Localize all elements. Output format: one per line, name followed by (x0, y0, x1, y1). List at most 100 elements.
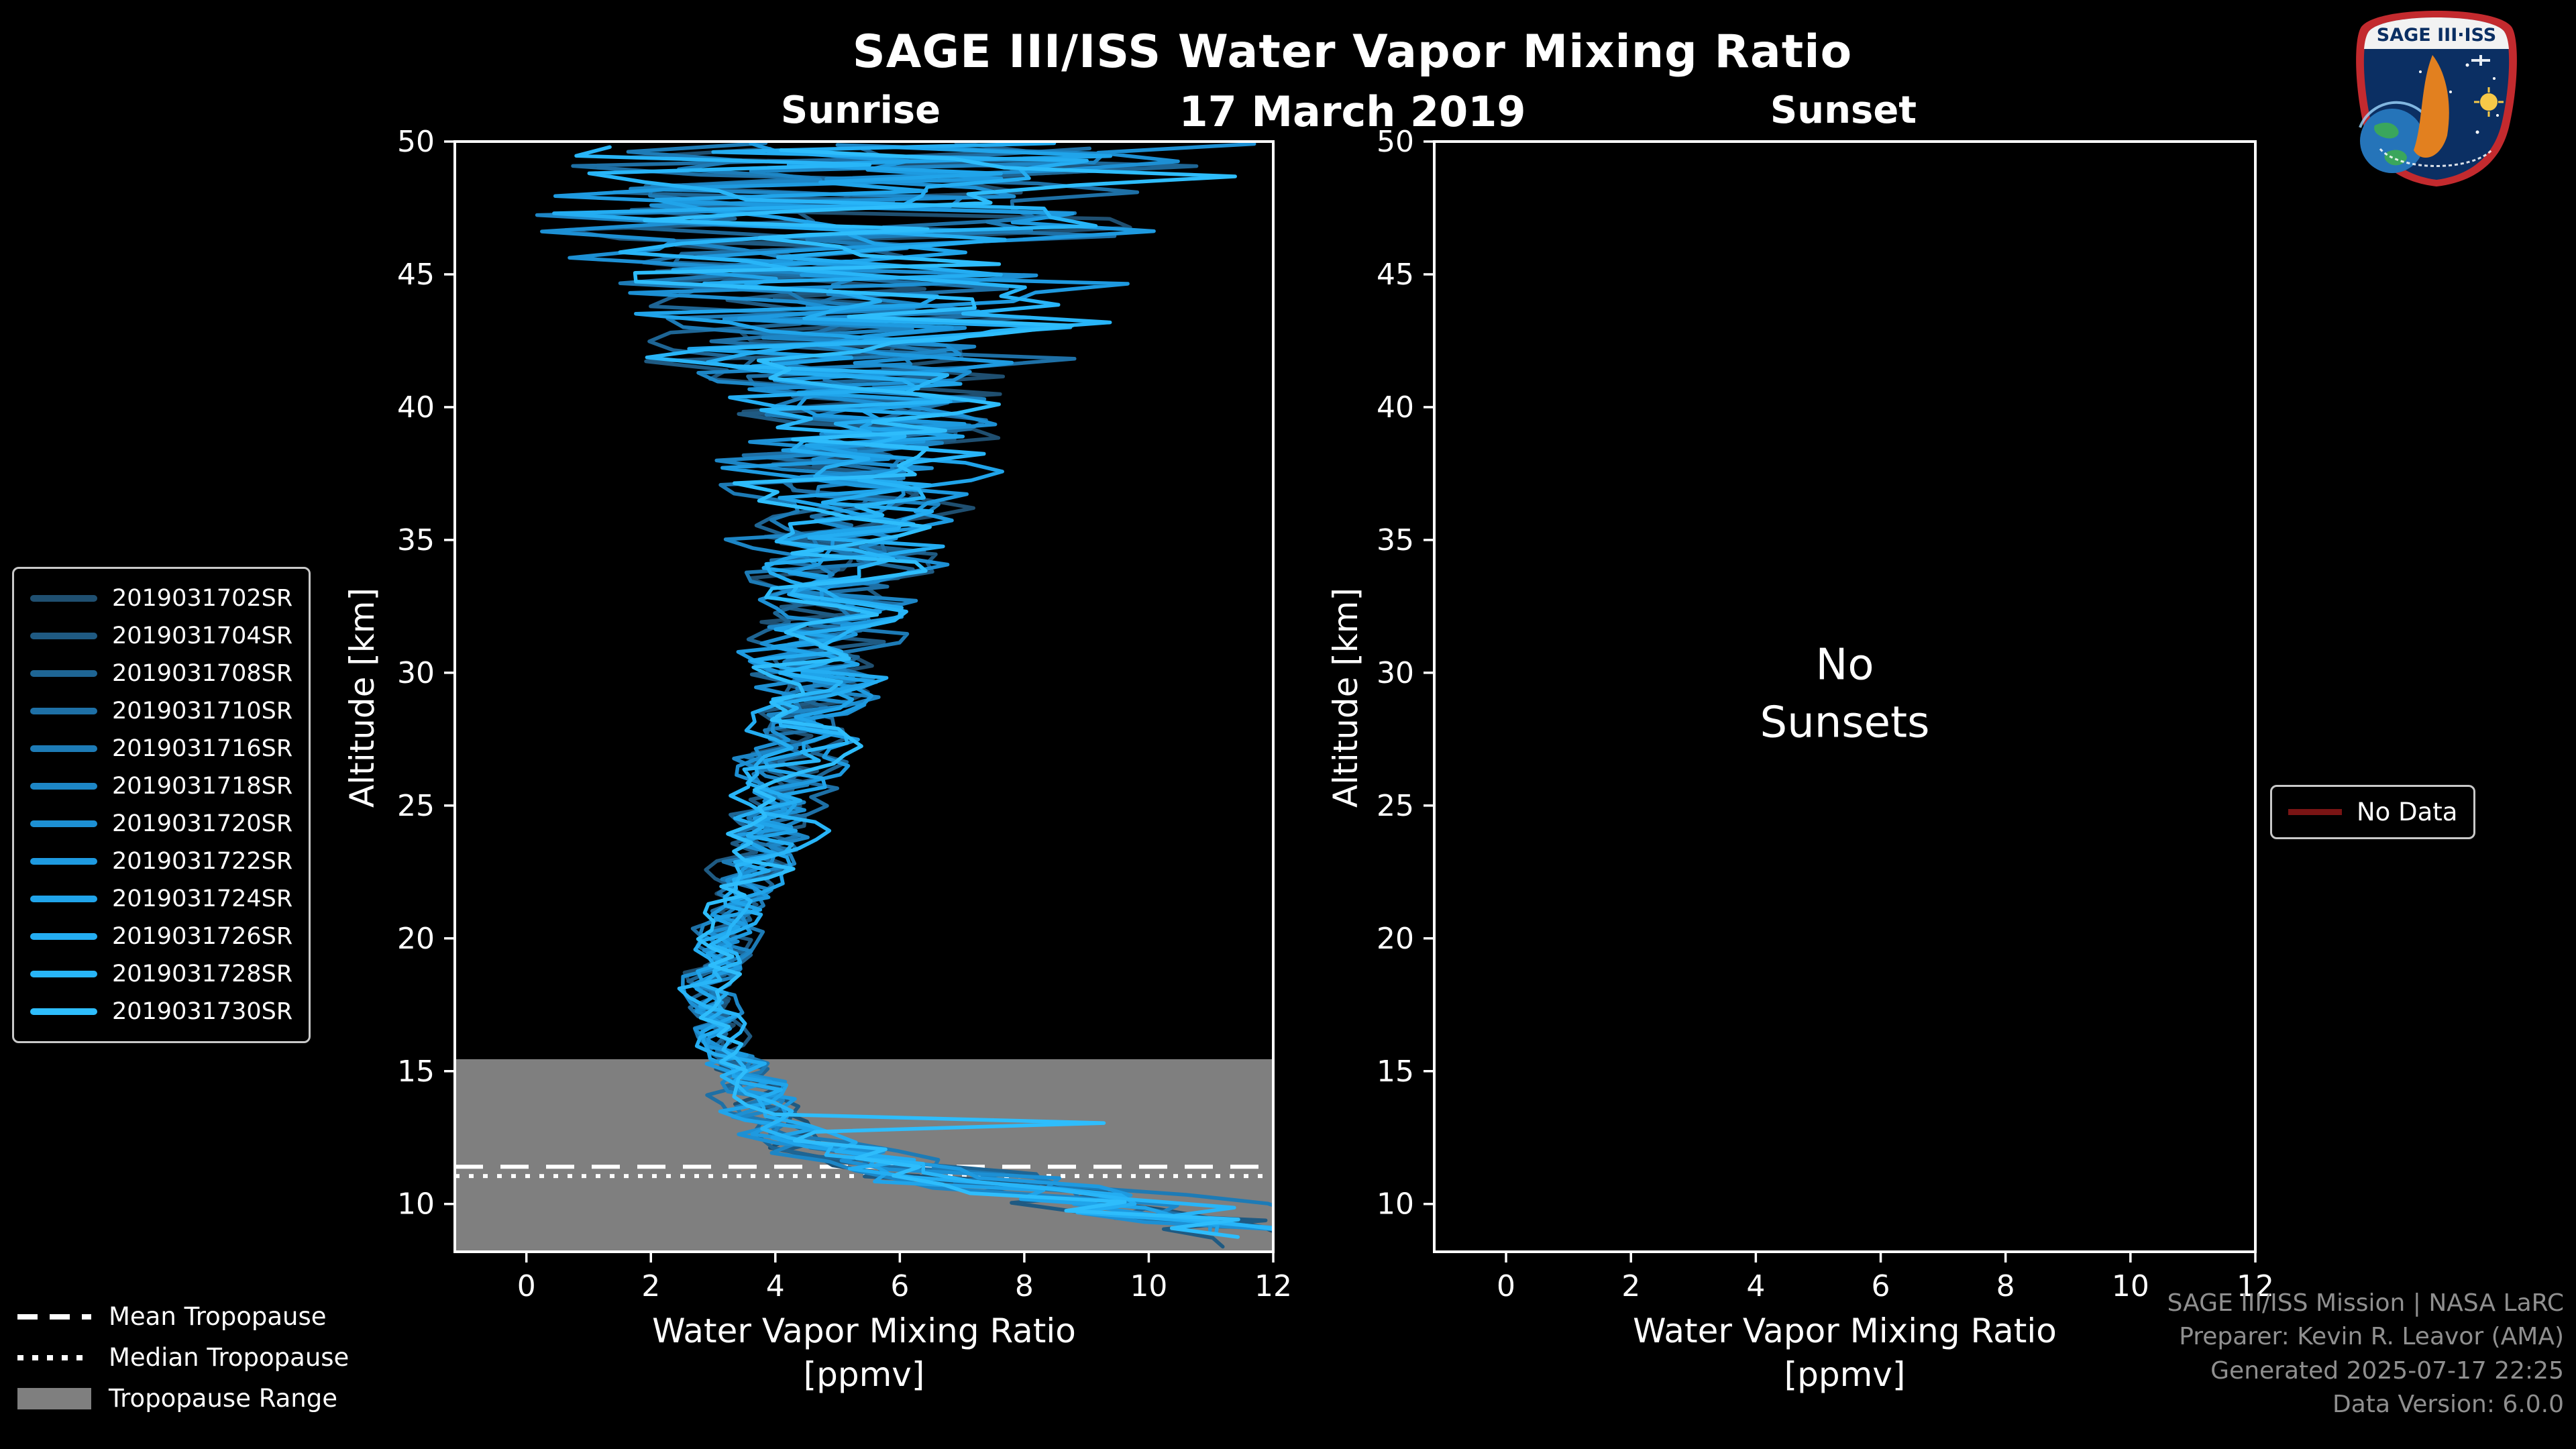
svg-text:6: 6 (890, 1269, 909, 1303)
figure-date: 17 March 2019 (1179, 87, 1526, 136)
tropopause-legend: Mean Tropopause Median Tropopause Tropop… (17, 1296, 349, 1419)
legend-item-event: 2019031704SR (30, 617, 292, 655)
svg-text:35: 35 (1377, 523, 1414, 557)
legend-item-event: 2019031710SR (30, 692, 292, 730)
svg-text:2: 2 (641, 1269, 660, 1303)
dotted-line-swatch (17, 1354, 91, 1360)
legend-label: Mean Tropopause (109, 1302, 327, 1331)
event-line-swatch (30, 595, 97, 602)
svg-text:25: 25 (397, 789, 435, 823)
event-line-swatch (30, 1008, 97, 1015)
svg-text:0: 0 (517, 1269, 536, 1303)
x-axis-label-unit: [ppmv] (803, 1355, 925, 1394)
no-data-legend: No Data (2270, 785, 2476, 839)
event-id-label: 2019031708SR (112, 660, 293, 687)
event-line-swatch (30, 820, 97, 827)
x-axis-label-sunset: Water Vapor Mixing Ratio [ppmv] (1633, 1309, 2057, 1397)
svg-text:30: 30 (1377, 656, 1414, 690)
x-axis-label-unit: [ppmv] (1784, 1355, 1906, 1394)
legend-item-event: 2019031718SR (30, 767, 292, 805)
svg-text:45: 45 (1377, 258, 1414, 292)
svg-text:4: 4 (1746, 1269, 1765, 1303)
legend-item-event: 2019031728SR (30, 955, 292, 993)
event-line-swatch (30, 933, 97, 940)
svg-text:15: 15 (1377, 1055, 1414, 1089)
logo-sun-rays (2474, 87, 2504, 117)
event-line-swatch (30, 670, 97, 677)
legend-item-event: 2019031702SR (30, 580, 292, 617)
legend-label: Median Tropopause (109, 1343, 350, 1372)
y-axis-label-sunrise: Altitude [km] (343, 588, 382, 808)
credit-line: SAGE III/ISS Mission | NASA LaRC (2167, 1289, 2564, 1317)
event-id-label: 2019031730SR (112, 998, 293, 1025)
event-line-swatch (30, 783, 97, 790)
figure-title: SAGE III/ISS Water Vapor Mixing Ratio (852, 25, 1853, 78)
credit-line: Data Version: 6.0.0 (2332, 1391, 2564, 1419)
svg-text:10: 10 (1377, 1187, 1414, 1222)
sunset-panel-title: Sunset (1770, 89, 1917, 132)
svg-text:10: 10 (2112, 1269, 2149, 1303)
logo-figure (2414, 55, 2449, 158)
svg-text:50: 50 (397, 125, 435, 159)
event-id-label: 2019031728SR (112, 961, 293, 987)
credits-block: SAGE III/ISS Mission | NASA LaRC Prepare… (2167, 1287, 2564, 1422)
event-id-label: 2019031726SR (112, 923, 293, 950)
svg-text:2: 2 (1621, 1269, 1640, 1303)
logo-earth (2360, 109, 2424, 173)
legend-item-event: 2019031722SR (30, 843, 292, 880)
svg-text:15: 15 (397, 1055, 435, 1089)
legend-item-tropopause-range: Tropopause Range (17, 1378, 349, 1419)
x-axis-label-text: Water Vapor Mixing Ratio (652, 1311, 1076, 1350)
no-data-line-swatch (2288, 809, 2342, 815)
svg-text:50: 50 (1377, 125, 1414, 159)
logo-iss (2471, 55, 2490, 66)
svg-text:20: 20 (1377, 922, 1414, 956)
svg-text:40: 40 (1377, 390, 1414, 425)
x-axis-label-sunrise: Water Vapor Mixing Ratio [ppmv] (652, 1309, 1076, 1397)
logo-stars (2419, 63, 2499, 134)
legend-item-event: 2019031730SR (30, 993, 292, 1030)
x-axis-label-text: Water Vapor Mixing Ratio (1633, 1311, 2057, 1350)
svg-text:8: 8 (1996, 1269, 2015, 1303)
event-line-swatch (30, 708, 97, 714)
event-id-label: 2019031722SR (112, 848, 293, 875)
y-axis-label-sunset: Altitude [km] (1326, 588, 1365, 808)
event-line-swatch (30, 896, 97, 902)
gray-patch-swatch (17, 1387, 91, 1409)
logo-text: SAGE III·ISS (2377, 25, 2496, 46)
event-id-label: 2019031720SR (112, 810, 293, 837)
event-id-label: 2019031718SR (112, 773, 293, 800)
no-sunsets-message: No Sunsets (1760, 640, 1930, 748)
svg-text:6: 6 (1872, 1269, 1890, 1303)
legend-item-event: 2019031708SR (30, 655, 292, 692)
logo-sun (2480, 93, 2498, 111)
legend-label: Tropopause Range (109, 1384, 338, 1413)
credit-line: Preparer: Kevin R. Leavor (AMA) (2179, 1323, 2564, 1351)
svg-text:8: 8 (1015, 1269, 1034, 1303)
dashed-line-swatch (17, 1313, 91, 1320)
event-id-label: 2019031710SR (112, 698, 293, 724)
svg-text:35: 35 (397, 523, 435, 557)
event-id-label: 2019031724SR (112, 885, 293, 912)
event-id-label: 2019031716SR (112, 735, 293, 762)
event-line-swatch (30, 971, 97, 977)
legend-item-mean-tropopause: Mean Tropopause (17, 1296, 349, 1337)
legend-item-median-tropopause: Median Tropopause (17, 1337, 349, 1378)
sage-iss-logo: SAGE III·ISS (2356, 11, 2517, 186)
svg-text:4: 4 (766, 1269, 785, 1303)
svg-text:40: 40 (397, 390, 435, 425)
event-line-swatch (30, 633, 97, 639)
credit-line: Generated 2025-07-17 22:25 (2210, 1356, 2564, 1385)
legend-item-event: 2019031716SR (30, 730, 292, 767)
event-id-label: 2019031702SR (112, 585, 293, 612)
logo-earth-land (2374, 122, 2407, 166)
logo-bottom-banner (2379, 148, 2494, 167)
legend-item-event: 2019031724SR (30, 880, 292, 918)
svg-text:45: 45 (397, 258, 435, 292)
svg-text:30: 30 (397, 656, 435, 690)
no-data-label: No Data (2357, 798, 2458, 826)
svg-text:0: 0 (1497, 1269, 1515, 1303)
svg-text:10: 10 (397, 1187, 435, 1222)
